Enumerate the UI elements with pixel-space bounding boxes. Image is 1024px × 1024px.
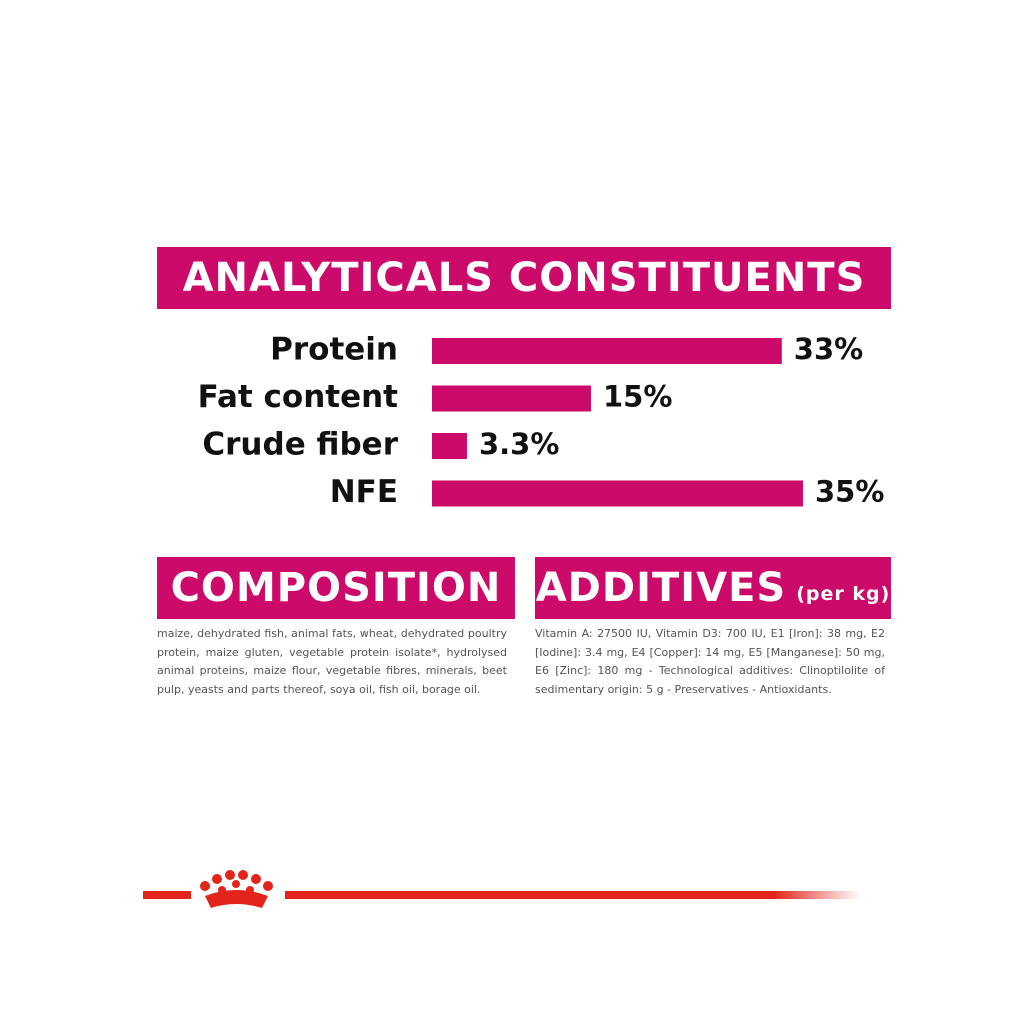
category-label: NFE: [330, 474, 398, 510]
chart-title: ANALYTICALS CONSTITUENTS: [157, 247, 891, 309]
bar: [432, 338, 782, 364]
additives-title: ADDITIVES: [535, 565, 787, 611]
value-label: 33%: [794, 332, 863, 366]
additives-text: Vitamin A: 27500 IU, Vitamin D3: 700 IU,…: [535, 627, 885, 696]
bar: [432, 433, 467, 459]
bar: [432, 480, 803, 507]
additives-subtitle: (per kg): [796, 583, 891, 605]
value-label: 15%: [603, 380, 672, 414]
category-label: Protein: [270, 332, 398, 368]
composition-text: maize, dehydrated fish, animal fats, whe…: [157, 627, 507, 696]
category-label: Crude fiber: [202, 427, 398, 463]
composition-title: COMPOSITION: [157, 557, 515, 619]
value-label: 35%: [815, 475, 884, 509]
value-label: 3.3%: [479, 427, 559, 461]
additives-banner: ADDITIVES (per kg): [535, 557, 891, 619]
category-label: Fat content: [198, 379, 399, 415]
bar: [432, 385, 591, 412]
